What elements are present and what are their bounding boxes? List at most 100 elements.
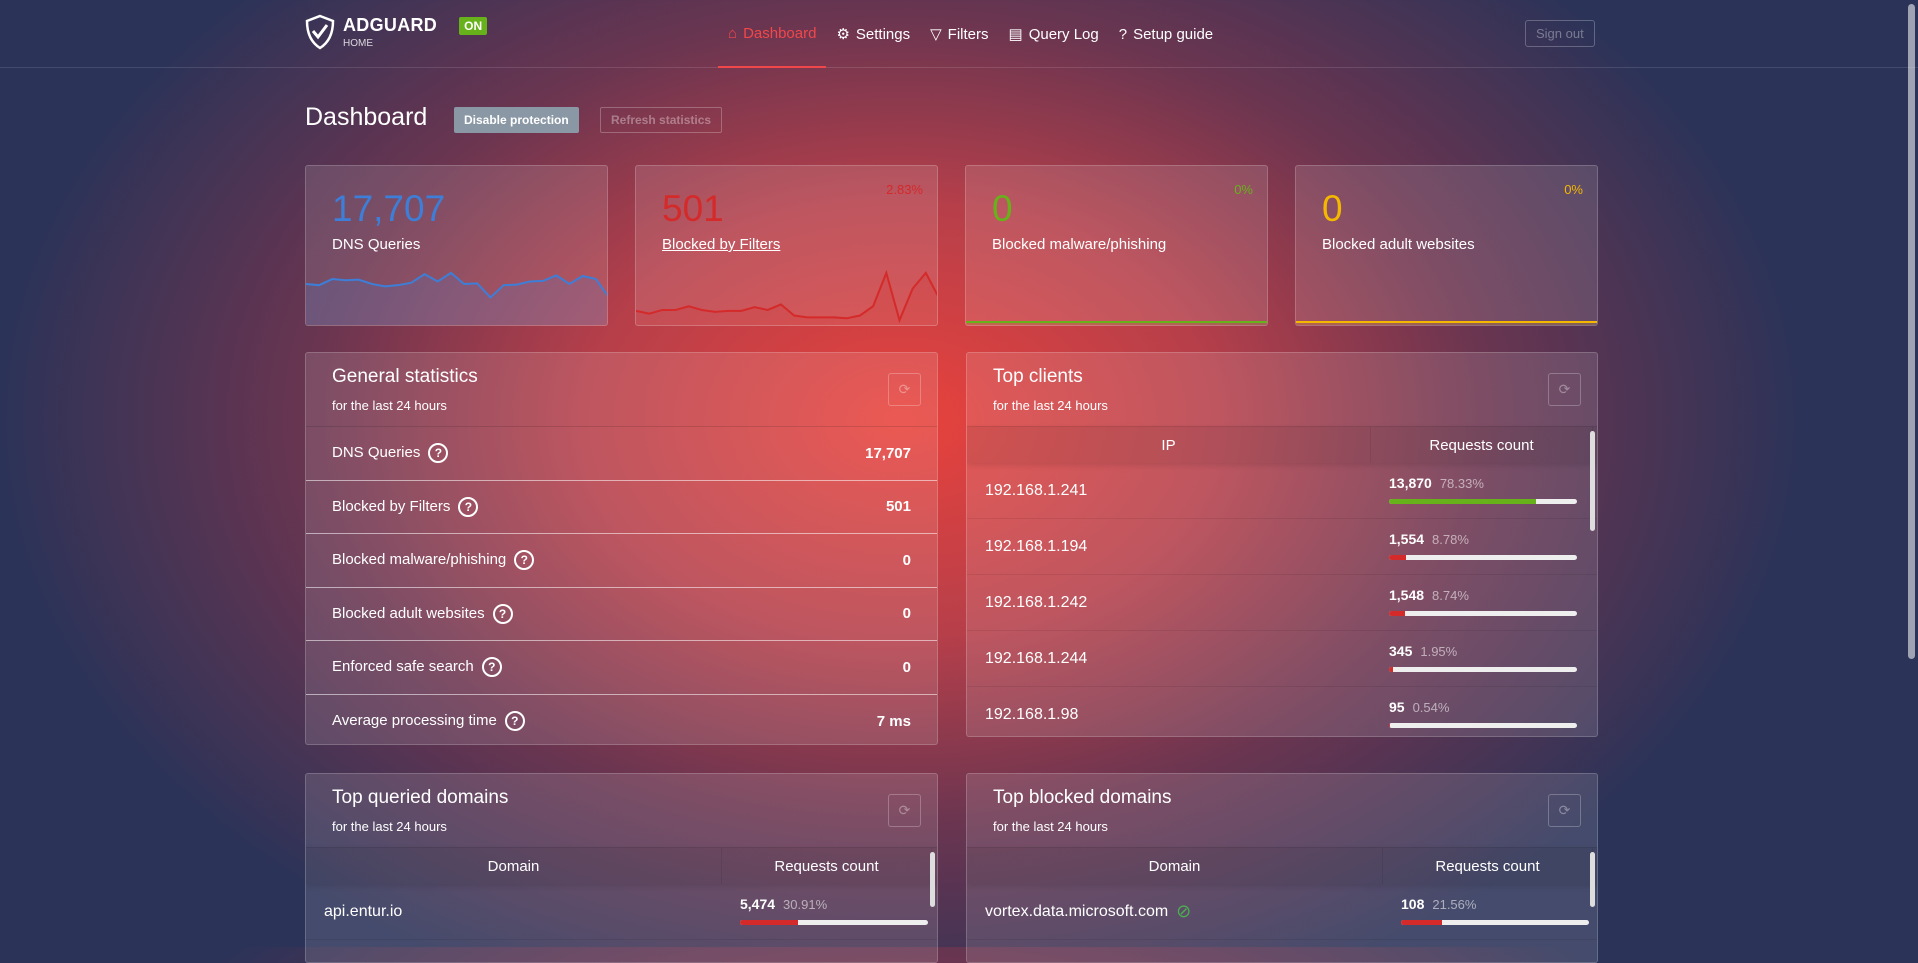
help-icon[interactable]: ? [428,443,449,464]
main-nav: ⌂ Dashboard ⚙ Settings ▽ Filters ▤ Query Log? Se… [718,0,1223,68]
stat-label: Blocked adult websites [1322,236,1475,253]
stat-row: Enforced safe search? 0 [306,641,937,695]
help-icon[interactable]: ? [504,711,525,732]
progress-fill [1389,723,1390,728]
progress-bar [1389,499,1577,504]
logo[interactable]: ADGUARD HOME ON [305,14,488,50]
column-header-domain[interactable]: Domain [306,848,722,884]
nav-setup-guide[interactable]: ? Setup guide [1109,0,1223,68]
stat-label: DNS Queries [332,236,421,253]
top-clients-card: Top clients for the last 24 hours ⟳ IP Req… [966,352,1598,737]
stat-row-value: 7 ms [876,712,911,730]
request-percent: 78.33% [1439,476,1484,491]
stat-row: Blocked malware/phishing? 0 [306,534,937,588]
progress-fill [1389,555,1406,560]
progress-bar [1389,555,1577,560]
stat-row-value: 0 [902,658,911,676]
nav-label: Settings [855,25,911,43]
nav-settings[interactable]: ⚙ Settings [826,0,920,68]
stat-label: Blocked malware/phishing [992,236,1167,253]
sparkline-line [636,269,937,324]
column-header-requests[interactable]: Requests count [1371,427,1593,463]
table-row[interactable]: 192.168.1.194 1,554 8.78% [967,519,1597,575]
top-queried-domains-card: Top queried domains for the last 24 hours… [305,773,938,963]
stat-row-label: Enforced safe search [332,658,474,676]
sign-out-button[interactable]: Sign out [1525,20,1595,47]
table-row[interactable]: api.entur.io 5,474 30.91% [306,884,937,940]
domain-cell[interactable]: vortex.data.microsoft.com [985,902,1169,920]
stat-row-label: Average processing time [332,712,497,730]
scrollbar[interactable] [1590,431,1595,531]
table-row[interactable]: 192.168.1.241 13,870 78.33% [967,463,1597,519]
column-header-ip[interactable]: IP [967,427,1371,463]
ip-cell: 192.168.1.241 [985,481,1088,499]
top-blocked-domains-card: Top blocked domains for the last 24 hours… [966,773,1598,963]
domain-cell[interactable]: api.entur.io [324,902,403,920]
ip-cell: 192.168.1.194 [985,537,1088,555]
nav-filters[interactable]: ▽ Filters [920,0,998,68]
progress-fill [740,920,799,925]
tracker-icon: ⊘ [1176,901,1192,921]
shield-check-icon [305,14,335,50]
brand-name: ADGUARD [343,15,438,35]
progress-bar [1389,667,1577,672]
nav-label: Setup guide [1133,25,1214,43]
refresh-statistics-button[interactable]: Refresh statistics [600,107,723,133]
stat-percent: 0% [1564,182,1583,197]
progress-fill [1389,611,1406,616]
stat-label[interactable]: Blocked by Filters [662,236,781,253]
card-subtitle: for the last 24 hours [993,819,1108,834]
general-statistics-card: General statistics for the last 24 hours … [305,352,938,745]
stat-row-value: 0 [902,551,911,569]
nav-label: Query Log [1028,25,1099,43]
card-title: Top clients [993,366,1083,387]
request-percent: 21.56% [1432,897,1477,912]
refresh-button[interactable]: ⟳ [1548,794,1581,827]
scrollbar[interactable] [1590,852,1595,907]
card-subtitle: for the last 24 hours [332,398,447,413]
page-scrollbar[interactable] [1908,4,1915,659]
help-icon[interactable]: ? [492,603,513,624]
stat-card: 0 Blocked adult websites 0% [1295,165,1598,326]
table-row[interactable]: 192.168.1.244 345 1.95% [967,631,1597,687]
help-icon[interactable]: ? [481,657,502,678]
ip-cell: 192.168.1.98 [985,705,1079,723]
card-title: Top blocked domains [993,787,1172,808]
stat-row: Blocked by Filters? 501 [306,481,937,534]
sparkline-chart [636,269,937,325]
request-count: 108 [1401,896,1425,912]
help-icon[interactable]: ? [514,550,535,571]
help-icon[interactable]: ? [458,496,479,517]
ip-cell: 192.168.1.244 [985,649,1088,667]
filter-icon: ▽ [930,26,942,43]
nav-query-log[interactable]: ▤ Query Log [999,0,1109,68]
top-header: ADGUARD HOME ON ⌂ Dashboard ⚙ Settings ▽ Filte… [0,0,1918,68]
progress-fill [1389,499,1537,504]
nav-dashboard[interactable]: ⌂ Dashboard [718,0,827,68]
disable-protection-button[interactable]: Disable protection [454,107,579,133]
stat-row-label: Blocked by Filters [332,497,451,515]
refresh-button[interactable]: ⟳ [1548,373,1581,406]
table-row[interactable]: vortex.data.microsoft.com ⊘ 108 21.56% [967,884,1597,940]
home-icon: ⌂ [728,24,738,42]
help-icon: ? [1118,25,1128,43]
request-count: 1,554 [1389,531,1425,547]
progress-bar [740,920,928,925]
column-header-requests[interactable]: Requests count [1383,848,1593,884]
stat-row: DNS Queries? 17,707 [306,427,937,481]
stat-row-label: Blocked adult websites [332,604,485,622]
table-row[interactable]: 192.168.1.242 1,548 8.74% [967,575,1597,631]
stat-percent: 2.83% [886,182,923,197]
scrollbar[interactable] [930,852,935,907]
table-row[interactable]: 192.168.1.98 95 0.54% [967,687,1597,736]
refresh-button[interactable]: ⟳ [888,373,921,406]
nav-label: Dashboard [743,24,817,42]
column-header-domain[interactable]: Domain [967,848,1383,884]
stat-card: 17,707 DNS Queries [305,165,608,326]
refresh-icon: ⟳ [1558,381,1571,397]
stat-value: 0 [992,188,1013,229]
card-subtitle: for the last 24 hours [332,819,447,834]
column-header-requests[interactable]: Requests count [722,848,932,884]
refresh-button[interactable]: ⟳ [888,794,921,827]
stat-percent: 0% [1234,182,1253,197]
